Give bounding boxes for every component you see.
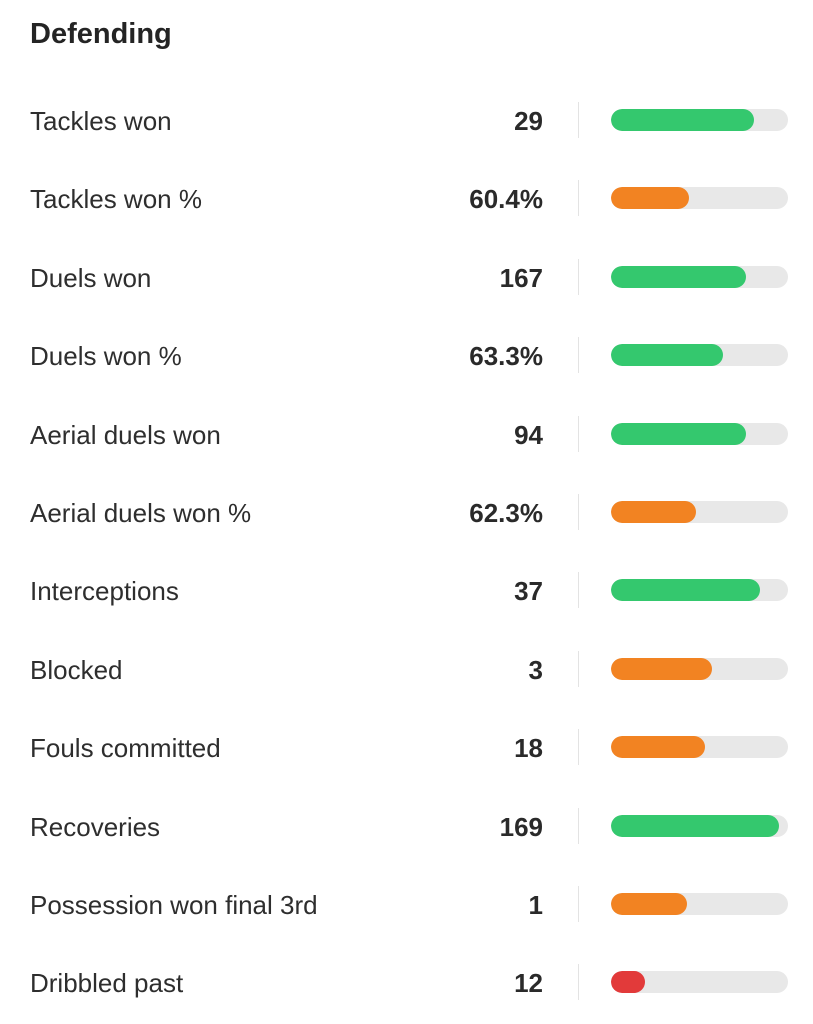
- percentile-bar-track: [611, 657, 788, 680]
- percentile-bar-track: [611, 109, 788, 131]
- stat-label: Tackles won %: [30, 184, 202, 215]
- stat-row-duels-won[interactable]: Duels won 167: [0, 239, 813, 317]
- stat-value: 63.3%: [469, 341, 543, 372]
- stat-label: Tackles won: [30, 106, 172, 136]
- stat-value: 169: [499, 811, 543, 842]
- stat-row-possession-won-final-third[interactable]: Possession won final 3rd 1: [0, 866, 813, 944]
- stat-value: 29: [514, 106, 543, 136]
- divider: [578, 493, 579, 530]
- stats-list: Tackles won 29 Tackles won % 60.4% Duels…: [0, 82, 813, 1023]
- divider: [578, 180, 579, 217]
- percentile-bar-track: [611, 736, 788, 759]
- divider: [578, 337, 579, 374]
- stat-value: 3: [528, 654, 543, 685]
- section-title: Defending: [30, 18, 172, 50]
- stat-label: Aerial duels won %: [30, 497, 252, 528]
- percentile-bar-track: [611, 265, 788, 288]
- divider: [578, 807, 579, 844]
- divider: [578, 415, 579, 452]
- percentile-bar-fill: [611, 736, 705, 759]
- stat-value: 37: [514, 576, 543, 607]
- divider: [578, 885, 579, 922]
- divider: [578, 964, 579, 1001]
- stat-value: 18: [514, 733, 543, 764]
- stat-value: 1: [528, 889, 543, 920]
- percentile-bar-fill: [611, 971, 645, 994]
- stat-row-aerial-duels-won-percent[interactable]: Aerial duels won % 62.3%: [0, 474, 813, 552]
- stat-label: Blocked: [30, 654, 123, 685]
- stat-value: 94: [514, 419, 543, 450]
- stat-row-dribbled-past[interactable]: Dribbled past 12: [0, 944, 813, 1022]
- stat-label: Possession won final 3rd: [30, 889, 318, 920]
- percentile-bar-fill: [611, 892, 688, 915]
- percentile-bar-fill: [611, 344, 723, 367]
- percentile-bar-fill: [611, 265, 746, 288]
- percentile-bar-fill: [611, 657, 712, 680]
- percentile-bar-fill: [611, 187, 689, 210]
- stat-row-interceptions[interactable]: Interceptions 37: [0, 552, 813, 630]
- percentile-bar-track: [611, 892, 788, 915]
- stat-label: Recoveries: [30, 811, 161, 842]
- percentile-bar-fill: [611, 109, 755, 131]
- stat-value: 12: [514, 968, 543, 999]
- stat-label: Duels won: [30, 262, 152, 293]
- percentile-bar-track: [611, 500, 788, 523]
- stat-label: Fouls committed: [30, 733, 221, 764]
- stat-row-tackles-won-percent[interactable]: Tackles won % 60.4%: [0, 160, 813, 238]
- percentile-bar-track: [611, 422, 788, 445]
- stat-label: Dribbled past: [30, 968, 184, 999]
- stat-row-aerial-duels-won[interactable]: Aerial duels won 94: [0, 396, 813, 474]
- stat-value: 60.4%: [469, 184, 543, 215]
- percentile-bar-fill: [611, 422, 746, 445]
- divider: [578, 102, 579, 138]
- stat-row-fouls-committed[interactable]: Fouls committed 18: [0, 709, 813, 787]
- percentile-bar-fill: [611, 814, 780, 837]
- percentile-bar-fill: [611, 579, 760, 602]
- percentile-bar-track: [611, 187, 788, 210]
- stat-row-recoveries[interactable]: Recoveries 169: [0, 788, 813, 866]
- stat-row-blocked[interactable]: Blocked 3: [0, 631, 813, 709]
- stat-row-tackles-won[interactable]: Tackles won 29: [0, 82, 813, 160]
- stat-value: 62.3%: [469, 497, 543, 528]
- percentile-bar-track: [611, 344, 788, 367]
- percentile-bar-track: [611, 814, 788, 837]
- stat-label: Interceptions: [30, 576, 179, 607]
- percentile-bar-fill: [611, 500, 696, 523]
- stat-value: 167: [499, 262, 543, 293]
- divider: [578, 258, 579, 295]
- divider: [578, 650, 579, 687]
- divider: [578, 572, 579, 609]
- divider: [578, 729, 579, 766]
- stat-label: Aerial duels won: [30, 419, 221, 450]
- stat-row-duels-won-percent[interactable]: Duels won % 63.3%: [0, 317, 813, 395]
- percentile-bar-track: [611, 579, 788, 602]
- percentile-bar-track: [611, 971, 788, 994]
- stat-label: Duels won %: [30, 341, 182, 372]
